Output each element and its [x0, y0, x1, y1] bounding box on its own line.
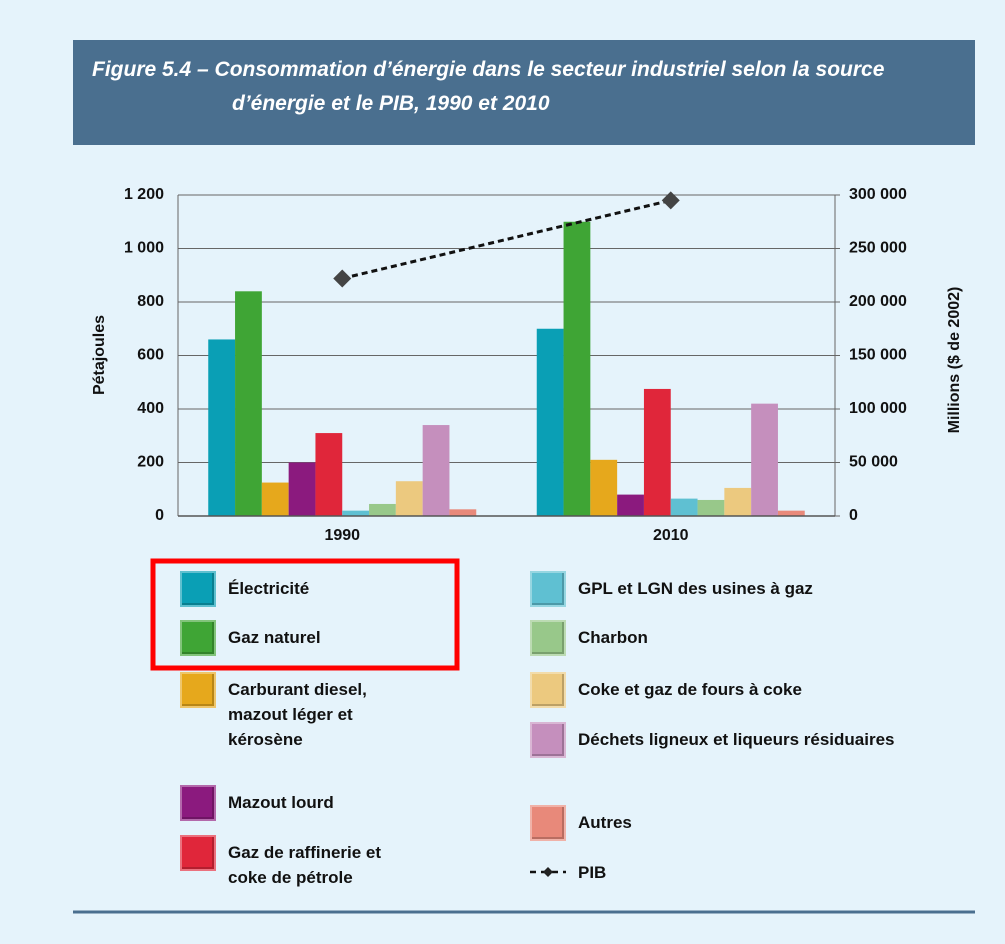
legend-label: Mazout lourd [228, 793, 334, 812]
bar [777, 510, 805, 516]
legend-label: GPL et LGN des usines à gaz [578, 579, 813, 598]
bar [449, 509, 477, 516]
legend-swatch [180, 672, 216, 708]
bar [235, 291, 262, 516]
y2-tick-label: 250 000 [849, 240, 907, 257]
bar [617, 494, 644, 516]
y2-tick-label: 150 000 [849, 347, 907, 364]
line-series [341, 198, 672, 280]
y-tick-label: 400 [137, 400, 164, 417]
bar [342, 510, 370, 516]
line-marker [661, 191, 680, 210]
legend-swatch [530, 722, 566, 758]
bar [697, 499, 725, 516]
x-tick-label: 1990 [324, 527, 360, 544]
legend-label: Autres [578, 813, 632, 832]
legend-swatch [530, 805, 566, 841]
legend-label: Gaz de raffinerie et coke de pétrole [228, 843, 382, 887]
legend-swatch [180, 785, 216, 821]
bar [643, 388, 671, 516]
chart-title: Figure 5.4 – Consommation d’énergie dans… [73, 40, 975, 145]
y2-tick-label: 50 000 [849, 454, 898, 471]
y2-tick-label: 200 000 [849, 293, 907, 310]
legend-label: Charbon [578, 628, 648, 647]
y-axis-label: Pétajoules [91, 315, 108, 395]
legend-swatch [180, 835, 216, 871]
y2-axis-label: Millions ($ de 2002) [946, 287, 963, 434]
y-tick-label: 200 [137, 454, 164, 471]
legend-swatch [530, 672, 566, 708]
bar [563, 221, 591, 516]
legend-swatch [180, 571, 216, 607]
legend-swatch [530, 620, 566, 656]
legend-marker [543, 867, 553, 877]
y2-tick-label: 0 [849, 507, 858, 524]
y-tick-label: 600 [137, 347, 164, 364]
bar [369, 503, 396, 516]
legend-label: Électricité [228, 579, 310, 598]
bar [590, 459, 618, 516]
y2-tick-label: 100 000 [849, 400, 907, 417]
bar [751, 403, 778, 516]
bar [536, 328, 564, 516]
legend-swatch [180, 620, 216, 656]
legend-label: Déchets ligneux et liqueurs résiduaires [578, 730, 895, 749]
legend-label: Carburant diesel, mazout léger et kérosè… [228, 680, 367, 749]
legend-label: Gaz naturel [228, 628, 321, 647]
y-tick-label: 800 [137, 293, 164, 310]
bar [315, 433, 343, 516]
legend-label: PIB [578, 863, 607, 882]
y-tick-label: 1 200 [124, 186, 164, 203]
x-tick-label: 2010 [653, 527, 689, 544]
bar [208, 339, 236, 516]
bar [288, 462, 316, 516]
bar [395, 481, 423, 516]
legend-label: Coke et gaz de fours à coke [578, 680, 802, 699]
bar [724, 487, 752, 516]
y-tick-label: 0 [155, 507, 164, 524]
line-marker [333, 269, 352, 288]
bar [261, 482, 289, 516]
y-tick-label: 1 000 [124, 240, 164, 257]
y2-tick-label: 300 000 [849, 186, 907, 203]
bar [670, 498, 698, 516]
bar [422, 425, 450, 516]
legend-swatch [530, 571, 566, 607]
highlight-box [150, 558, 460, 671]
